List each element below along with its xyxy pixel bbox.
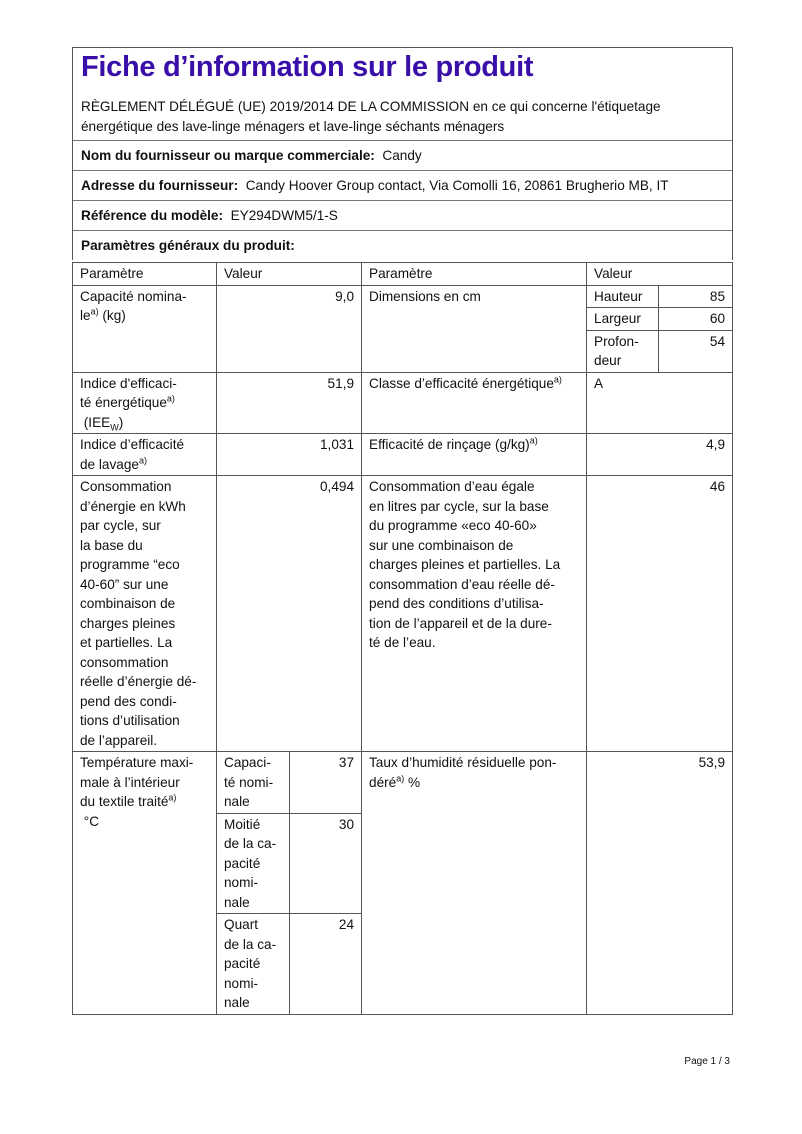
table-header-row: Paramètre Valeur Paramètre Valeur (72, 262, 734, 286)
page-title: Fiche d’information sur le produit (81, 51, 534, 83)
parameters-table: Paramètre Valeur Paramètre Valeur Capaci… (72, 262, 734, 1015)
general-params-heading: Paramètres généraux du produit: (73, 230, 732, 260)
table-row: Profon- deur 54 (73, 329, 734, 373)
energy-class-value: A (586, 371, 734, 434)
width-label: Largeur (586, 307, 660, 331)
water-consumption-value: 46 (586, 475, 734, 752)
temp-half-value: 30 (288, 812, 363, 914)
temp-full-label: Capaci- té nomi- nale (216, 751, 290, 814)
temp-full-value: 37 (288, 751, 363, 814)
eei-value: 51,9 (215, 371, 363, 434)
temperature-label: Température maxi- male à l’intérieur du … (72, 751, 217, 1015)
height-value: 85 (658, 284, 734, 308)
page-number: Page 1 / 3 (684, 1056, 730, 1067)
eei-label: Indice d'efficaci- té énergétiquea) (IEE… (72, 371, 217, 434)
depth-value: 54 (658, 329, 734, 373)
table-row: Quart de la ca- pacité nomi- nale 24 (73, 913, 733, 1015)
table-row: Capacité nomina- lea) (kg) 9,0 Dimension… (72, 284, 734, 373)
table-row: Consommation d’énergie en kWh par cycle,… (72, 475, 734, 752)
moisture-label: Taux d’humidité résiduelle pon- déréa) % (361, 751, 588, 1015)
moisture-value: 53,9 (586, 751, 734, 1015)
water-consumption-label: Consommation d’eau égale en litres par c… (361, 475, 588, 752)
energy-class-label: Classe d’efficacité énergétiquea) (361, 371, 588, 434)
washing-value: 1,031 (215, 433, 363, 476)
document-header: Fiche d’information sur le produit RÈGLE… (72, 47, 733, 260)
model-value: EY294DWM5/1-S (230, 208, 338, 223)
width-value: 60 (658, 307, 734, 331)
address-row: Adresse du fournisseur: Candy Hoover Gro… (73, 170, 732, 200)
energy-consumption-label: Consommation d’énergie en kWh par cycle,… (72, 475, 217, 752)
temp-quarter-value: 24 (288, 913, 363, 1015)
depth-label: Profon- deur (586, 329, 660, 373)
temp-quarter-label: Quart de la ca- pacité nomi- nale (216, 913, 290, 1015)
capacity-label: Capacité nomina- lea) (kg) (72, 284, 217, 373)
table-row: Moitié de la ca- pacité nomi- nale 30 (73, 812, 733, 914)
header-cell: Valeur (215, 262, 363, 286)
supplier-label: Nom du fournisseur ou marque commerciale… (81, 148, 375, 163)
header-cell: Paramètre (72, 262, 217, 286)
height-label: Hauteur (586, 284, 660, 308)
table-row: Indice d’efficacité de lavagea) 1,031 Ef… (72, 433, 734, 476)
table-row: Indice d'efficaci- té énergétiquea) (IEE… (72, 371, 734, 434)
general-params-label: Paramètres généraux du produit: (81, 238, 295, 253)
table-row: Température maxi- male à l’intérieur du … (72, 751, 734, 1015)
address-label: Adresse du fournisseur: (81, 178, 239, 193)
rinsing-label: Efficacité de rinçage (g/kg)a) (361, 433, 588, 476)
supplier-value: Candy (382, 148, 422, 163)
temp-half-label: Moitié de la ca- pacité nomi- nale (216, 812, 290, 914)
address-value: Candy Hoover Group contact, Via Comolli … (245, 178, 669, 193)
supplier-row: Nom du fournisseur ou marque commerciale… (73, 140, 732, 170)
regulation-text: RÈGLEMENT DÉLÉGUÉ (UE) 2019/2014 DE LA C… (81, 99, 661, 134)
model-label: Référence du modèle: (81, 208, 224, 223)
model-row: Référence du modèle: EY294DWM5/1-S (73, 200, 732, 230)
dimensions-label: Dimensions en cm (361, 284, 588, 373)
header-cell: Paramètre (361, 262, 588, 286)
washing-label: Indice d’efficacité de lavagea) (72, 433, 217, 476)
energy-consumption-value: 0,494 (215, 475, 363, 752)
header-cell: Valeur (586, 262, 734, 286)
capacity-value: 9,0 (215, 284, 363, 373)
rinsing-value: 4,9 (586, 433, 734, 476)
